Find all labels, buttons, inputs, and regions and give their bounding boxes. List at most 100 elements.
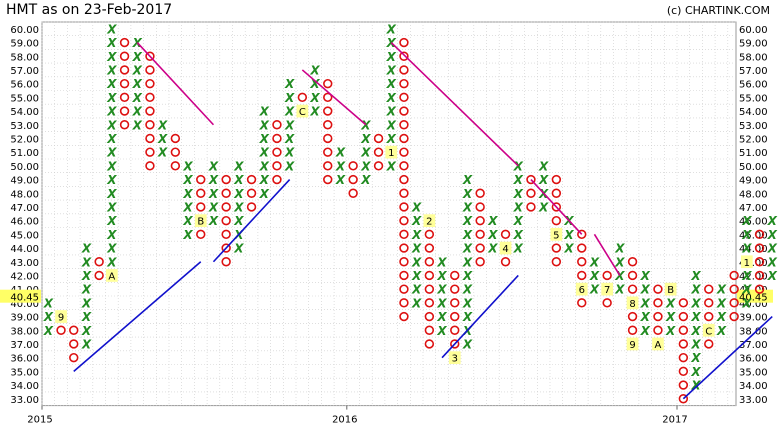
- y-tick-label: 40.00: [10, 299, 39, 310]
- o-mark: [399, 65, 409, 75]
- x-mark: X: [538, 200, 549, 214]
- month-label: 9: [58, 313, 64, 324]
- x-mark: X: [436, 310, 447, 324]
- x-mark: X: [411, 283, 422, 297]
- o-mark: [678, 325, 689, 335]
- o-mark: [119, 78, 130, 89]
- o-mark: [729, 311, 739, 322]
- y-tick-label: 44.00: [10, 244, 39, 255]
- o-mark: [373, 147, 384, 157]
- month-label: A: [655, 340, 662, 351]
- x-mark: X: [767, 242, 778, 256]
- x-mark: X: [106, 214, 117, 228]
- y-tick-label: 57.00: [10, 66, 39, 77]
- o-mark: [119, 92, 130, 103]
- month-label: A: [108, 271, 115, 282]
- resistance-trendline: [301, 69, 367, 126]
- o-mark: [450, 284, 460, 294]
- month-label-box: [702, 323, 715, 337]
- x-mark: X: [436, 296, 447, 310]
- o-mark: [424, 243, 435, 253]
- o-mark: [424, 298, 435, 308]
- o-mark: [577, 257, 587, 267]
- y-tick-label: 45.00: [739, 230, 768, 241]
- x-mark: X: [462, 228, 473, 242]
- month-label-box: [296, 104, 309, 118]
- x-mark: X: [208, 159, 219, 173]
- x-mark: X: [233, 214, 244, 228]
- y-tick-label: 56.00: [10, 80, 39, 91]
- o-mark: [399, 270, 409, 281]
- y-tick-label: 35.00: [739, 367, 768, 378]
- y-tick-label: 37.00: [739, 340, 768, 351]
- x-mark: X: [462, 337, 473, 351]
- x-mark: X: [487, 214, 498, 228]
- x-mark: X: [513, 187, 524, 201]
- y-tick-label: 53.00: [739, 121, 768, 132]
- x-mark: X: [360, 159, 371, 173]
- x-mark: X: [640, 283, 651, 297]
- x-mark: X: [741, 283, 752, 297]
- o-mark: [424, 325, 435, 335]
- o-mark: [450, 325, 460, 335]
- o-mark: [348, 161, 358, 171]
- o-mark: [399, 92, 409, 103]
- x-mark: X: [411, 269, 422, 283]
- x-mark: X: [106, 50, 117, 64]
- x-mark: X: [157, 132, 168, 146]
- x-mark: X: [462, 242, 473, 256]
- month-label-box: [626, 296, 639, 310]
- x-mark: X: [43, 324, 54, 338]
- o-mark: [475, 229, 485, 240]
- o-mark: [69, 325, 79, 335]
- o-mark: [246, 188, 257, 198]
- o-mark: [348, 174, 358, 185]
- o-mark: [424, 229, 435, 240]
- x-mark: X: [309, 63, 320, 77]
- x-mark: X: [233, 187, 244, 201]
- y-tick-label: 50.00: [739, 162, 768, 173]
- o-mark: [424, 311, 435, 322]
- y-tick-label: 48.00: [10, 189, 39, 200]
- o-mark: [678, 339, 689, 349]
- o-mark: [272, 174, 282, 185]
- o-mark: [475, 188, 485, 198]
- x-mark: X: [462, 269, 473, 283]
- y-tick-label: 39.00: [10, 313, 39, 324]
- o-mark: [729, 284, 739, 294]
- resistance-trendline: [136, 42, 215, 126]
- o-mark: [170, 147, 181, 157]
- x-mark: X: [106, 77, 117, 91]
- x-mark: X: [132, 50, 143, 64]
- x-mark: X: [259, 173, 270, 187]
- y-tick-label: 33.00: [739, 395, 768, 406]
- o-mark: [551, 215, 562, 226]
- x-mark: X: [462, 283, 473, 297]
- x-mark: X: [106, 173, 117, 187]
- o-mark: [119, 120, 130, 130]
- month-label-box: [106, 269, 118, 282]
- o-mark: [627, 311, 638, 322]
- o-mark: [424, 257, 435, 267]
- x-mark: X: [690, 324, 701, 338]
- x-mark: X: [513, 214, 524, 228]
- x-mark: X: [309, 105, 320, 119]
- o-mark: [323, 92, 333, 103]
- o-mark: [602, 298, 612, 308]
- o-mark: [145, 65, 155, 75]
- o-mark: [551, 174, 562, 185]
- month-label: B: [667, 285, 674, 296]
- o-mark: [323, 133, 333, 144]
- x-mark: X: [589, 255, 600, 269]
- x-mark: X: [716, 296, 727, 310]
- x-mark: X: [386, 159, 397, 173]
- o-mark: [551, 243, 562, 253]
- month-label: 7: [604, 285, 610, 296]
- o-mark: [145, 147, 155, 157]
- y-tick-label: 44.00: [739, 244, 768, 255]
- y-tick-label: 52.00: [10, 134, 39, 145]
- x-mark: X: [208, 214, 219, 228]
- month-label-box: [652, 337, 664, 351]
- x-mark: X: [741, 269, 752, 283]
- y-tick-label: 38.00: [739, 326, 768, 337]
